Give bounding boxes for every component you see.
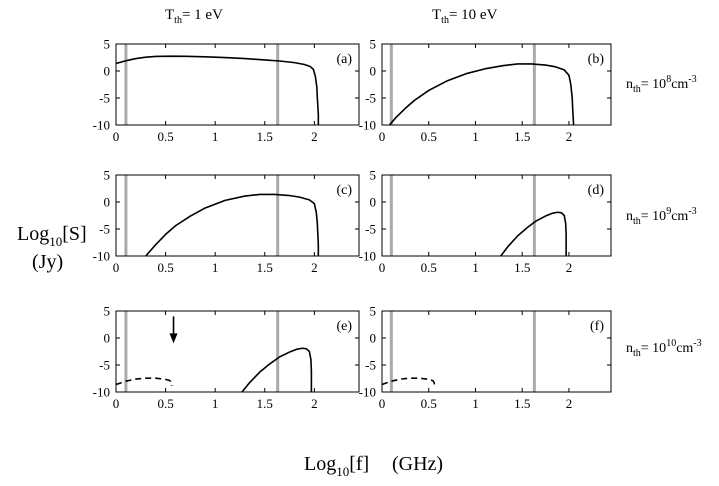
x-tick-label: 1 <box>472 396 479 411</box>
y-tick-label: 0 <box>370 331 377 346</box>
x-tick-label: 2 <box>566 260 573 275</box>
panels-group: 50-5-100 0.5 1 1.5 2(a)50-5-100 0.5 1 1.5 2(b)50… <box>93 37 612 411</box>
row-label-3: nth= 1010cm-3 <box>626 338 702 359</box>
x-axis-label: Log10[f] <box>304 453 369 479</box>
x-tick-label: 0.5 <box>157 396 173 411</box>
panel-label: (e) <box>336 319 352 334</box>
panel-label: (f) <box>590 319 604 334</box>
y-tick-label: 5 <box>104 168 111 183</box>
series-line-2-solid <box>241 347 313 392</box>
y-tick-label: 0 <box>104 331 111 346</box>
x-tick-label: 2 <box>311 129 318 144</box>
panel-label: (c) <box>336 183 352 198</box>
y-tick-label: -10 <box>359 118 376 133</box>
col-header-1: Tth= 1 eV <box>165 7 223 26</box>
x-tick-label: 1 <box>212 260 219 275</box>
x-tick-label: 2 <box>566 129 573 144</box>
x-tick-label: 1.5 <box>514 260 530 275</box>
panel-label: (a) <box>336 52 352 67</box>
x-tick-label: 0.5 <box>421 396 437 411</box>
x-tick-label: 1 <box>212 396 219 411</box>
x-tick-label: 0 <box>379 260 386 275</box>
x-tick-label: 0 <box>113 129 120 144</box>
x-tick-label: 1.5 <box>257 396 273 411</box>
y-axis-label: Log10[S] <box>17 223 87 249</box>
y-axis-unit-label: (Jy) <box>32 251 63 273</box>
x-tick-label: 2 <box>311 260 318 275</box>
panel-frame <box>115 174 360 257</box>
x-tick-label: 1.5 <box>257 260 273 275</box>
x-tick-label: 0 <box>113 396 120 411</box>
panel-1: 50-5-100 0.5 1 1.5 2(a) <box>93 37 360 144</box>
panel-3: 50-5-100 0.5 1 1.5 2(c) <box>93 168 360 275</box>
series-line-1-dashed <box>382 377 436 387</box>
panel-6: 50-5-100 0.5 1 1.5 2(f) <box>359 304 612 411</box>
panel-frame <box>381 43 612 126</box>
y-tick-label: 5 <box>104 304 111 319</box>
y-tick-label: -10 <box>93 118 110 133</box>
y-tick-label: -10 <box>93 385 110 400</box>
x-tick-label: 0.5 <box>421 260 437 275</box>
panel-label: (d) <box>588 183 605 198</box>
x-tick-label: 1.5 <box>514 396 530 411</box>
x-tick-label: 0.5 <box>421 129 437 144</box>
x-tick-label: 1 <box>472 129 479 144</box>
y-tick-label: 0 <box>104 195 111 210</box>
row-label-1: nth= 108cm-3 <box>626 74 697 95</box>
series-line-1-solid <box>388 63 575 125</box>
x-tick-label: 1.5 <box>514 129 530 144</box>
x-tick-label: 2 <box>566 396 573 411</box>
series-line-1-solid <box>145 193 320 256</box>
series-line-1-solid <box>116 55 320 125</box>
y-tick-label: -5 <box>365 358 376 373</box>
x-tick-label: 0.5 <box>157 260 173 275</box>
x-tick-label: 1 <box>212 129 219 144</box>
annotation-arrow-head <box>169 333 178 344</box>
panel-frame <box>115 310 360 393</box>
x-tick-label: 1 <box>472 260 479 275</box>
x-tick-label: 1.5 <box>257 129 273 144</box>
x-tick-label: 0 <box>379 129 386 144</box>
x-tick-label: 0.5 <box>157 129 173 144</box>
panel-frame <box>381 310 612 393</box>
y-tick-label: -10 <box>93 249 110 264</box>
y-tick-label: -5 <box>99 358 110 373</box>
x-tick-label: 0 <box>379 396 386 411</box>
y-tick-label: 5 <box>370 37 377 52</box>
y-tick-label: 5 <box>104 37 111 52</box>
y-tick-label: -10 <box>359 385 376 400</box>
x-tick-label: 0 <box>113 260 120 275</box>
y-tick-label: -10 <box>359 249 376 264</box>
y-tick-label: -5 <box>99 222 110 237</box>
y-tick-label: 0 <box>104 64 111 79</box>
y-tick-label: -5 <box>365 222 376 237</box>
y-tick-label: -5 <box>99 91 110 106</box>
y-tick-label: 5 <box>370 304 377 319</box>
panel-frame <box>115 43 360 126</box>
panel-4: 50-5-100 0.5 1 1.5 2(d) <box>359 168 612 275</box>
y-tick-label: 5 <box>370 168 377 183</box>
y-tick-label: 0 <box>370 64 377 79</box>
panel-label: (b) <box>588 52 605 67</box>
series-line-1-dashed <box>116 377 173 387</box>
panel-2: 50-5-100 0.5 1 1.5 2(b) <box>359 37 612 144</box>
x-tick-label: 2 <box>311 396 318 411</box>
col-header-2: Tth= 10 eV <box>432 7 498 26</box>
y-tick-label: -5 <box>365 91 376 106</box>
series-line-1-solid <box>500 211 567 256</box>
y-tick-label: 0 <box>370 195 377 210</box>
panel-5: 50-5-100 0.5 1 1.5 2(e) <box>93 304 360 411</box>
x-axis-unit-label: (GHz) <box>392 453 443 475</box>
panel-frame <box>381 174 612 257</box>
row-label-2: nth= 109cm-3 <box>626 206 697 227</box>
